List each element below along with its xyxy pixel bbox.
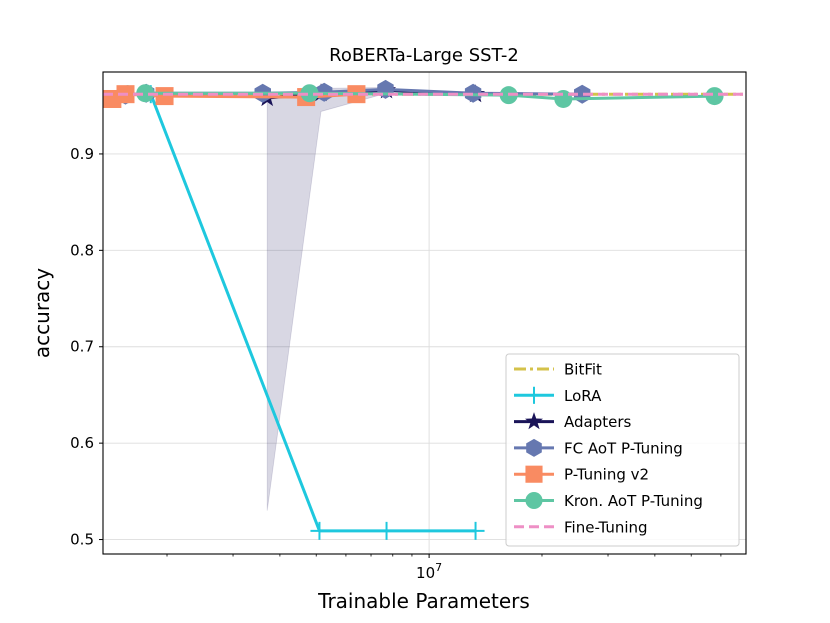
series-layer [103, 79, 746, 540]
legend-entry: LoRA [514, 386, 602, 405]
plot-frame [102, 71, 747, 555]
data-point [310, 521, 329, 540]
legend-label: BitFit [564, 361, 602, 379]
variance-band [266, 86, 387, 511]
legend-marker [525, 465, 543, 483]
legend-entry: FC AoT P-Tuning [514, 438, 683, 457]
legend-label: P-Tuning v2 [564, 466, 649, 484]
data-point [155, 87, 174, 106]
data-point [466, 521, 485, 540]
data-point [464, 83, 482, 103]
legend-entry: Adapters [514, 412, 632, 431]
legend: BitFit LoRA Adapters FC AoT P-Tuning P-Tunin… [505, 353, 740, 547]
legend-label: Adapters [564, 413, 632, 431]
y-tick-label: 0.5 [70, 531, 94, 549]
y-tick-label: 0.6 [70, 434, 94, 452]
x-axis-label: Trainable Parameters [317, 589, 530, 613]
legend-label: Kron. AoT P-Tuning [564, 492, 703, 510]
legend-marker [525, 386, 543, 404]
legend-label: FC AoT P-Tuning [564, 439, 683, 457]
legend-marker [526, 438, 542, 457]
legend-entry: BitFit [514, 361, 602, 379]
legend-marker [525, 412, 543, 430]
legend-box [505, 353, 740, 547]
y-axis-label: accuracy [30, 268, 54, 358]
legend-entry: P-Tuning v2 [514, 465, 649, 484]
legend-entry: Kron. AoT P-Tuning [514, 491, 703, 510]
y-tick-label: 0.7 [70, 338, 94, 356]
data-point [377, 521, 396, 540]
y-tick-label: 0.8 [70, 241, 94, 259]
band-layer [266, 86, 387, 511]
data-point [705, 87, 724, 106]
legend-entry: Fine-Tuning [514, 518, 648, 536]
ticks: 0.5 0.6 0.7 0.8 0.9 107 [70, 145, 722, 582]
chart-title: RoBERTa-Large SST-2 [329, 45, 519, 66]
data-point [136, 84, 155, 103]
data-point [554, 89, 573, 108]
legend-label: LoRA [564, 387, 602, 405]
y-tick-label: 0.9 [70, 145, 94, 163]
x-tick-label: 107 [416, 561, 442, 582]
legend-label: Fine-Tuning [564, 518, 648, 536]
data-point [300, 84, 319, 103]
legend-marker [525, 491, 543, 510]
